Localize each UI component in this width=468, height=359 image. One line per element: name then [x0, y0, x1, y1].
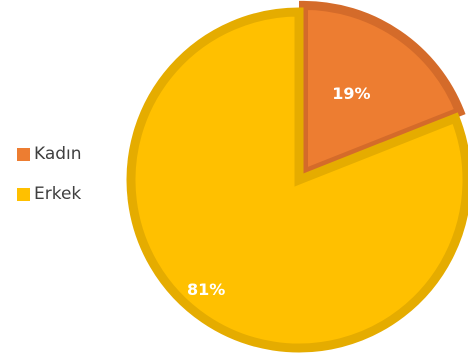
legend-label-kadin: Kadın: [34, 144, 82, 164]
data-label-kadin: 19%: [332, 84, 370, 103]
legend-label-erkek: Erkek: [34, 184, 82, 204]
legend-swatch-kadin: [17, 147, 30, 161]
chart-legend: Kadın Erkek: [17, 144, 82, 225]
legend-item-erkek: Erkek: [17, 184, 82, 204]
legend-item-kadin: Kadın: [17, 144, 82, 164]
pie-slice-erkek: [126, 7, 468, 353]
legend-swatch-erkek: [17, 187, 30, 201]
pie-slice-kadin: [298, 0, 466, 181]
data-label-erkek: 81%: [187, 280, 225, 299]
